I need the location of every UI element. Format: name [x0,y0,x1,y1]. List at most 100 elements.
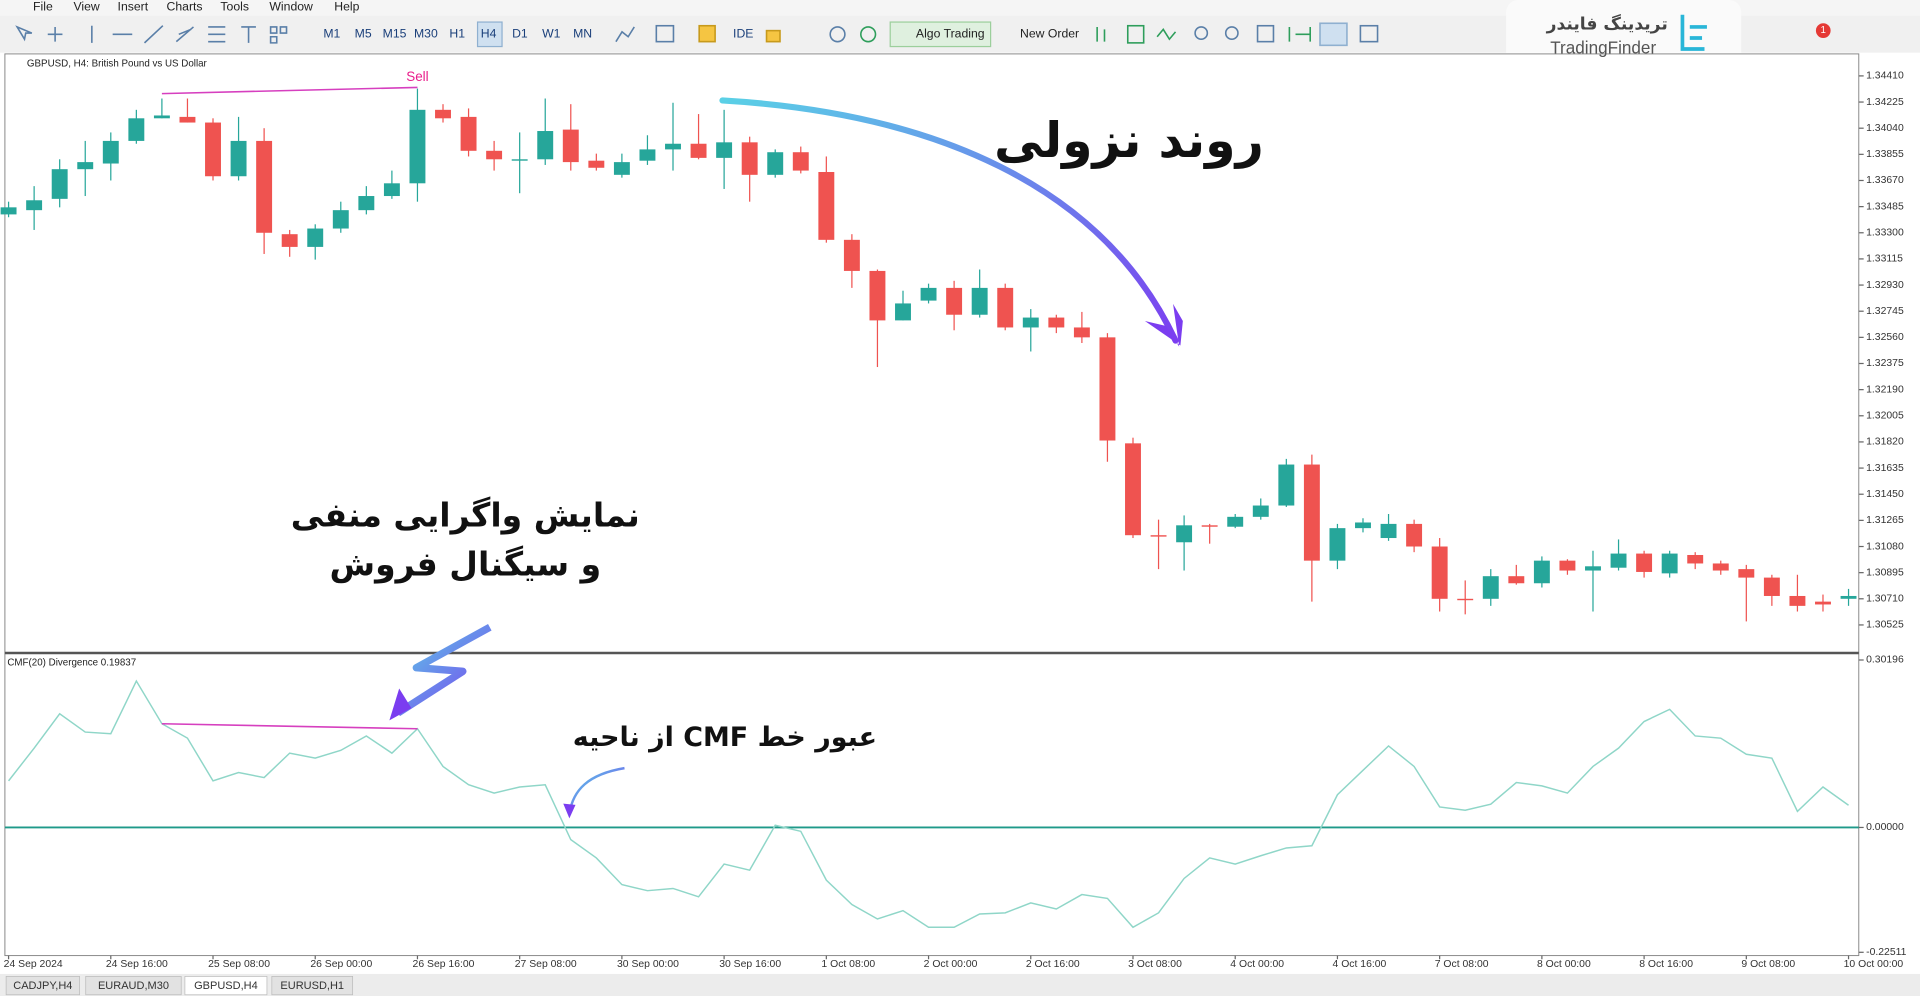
menu-item[interactable]: File [33,0,53,14]
y-tick-label: 1.32745 [1866,306,1904,317]
candle-body [665,143,681,150]
tab-bg [5,976,80,996]
trend-arrow [719,97,1179,344]
cmf-line [7,679,1849,929]
candle-body [843,239,860,271]
chart-tab[interactable]: EURAUD,M30 [98,980,169,992]
timeframe-button[interactable]: W1 [542,27,561,41]
y-tick-label: 1.32560 [1866,332,1904,343]
candle-body [1738,569,1755,578]
timeframe-button[interactable]: H1 [449,27,465,41]
candle-body [1329,528,1346,561]
chart-tab[interactable]: GBPUSD,H4 [194,980,258,992]
x-tick-label: 30 Sep 00:00 [617,959,679,970]
candle-body [1150,535,1167,537]
y-tick-label: 1.34225 [1866,97,1904,108]
candle-body [409,109,426,184]
candle-body [1508,576,1525,584]
candle-body [971,287,988,315]
candle-body [1610,553,1627,568]
menu-item[interactable]: Help [334,0,359,14]
candle-body [895,303,911,321]
candle-body [358,196,375,211]
candle-body [1559,560,1576,571]
y-tick-label: 1.31820 [1866,437,1904,448]
candle-body [1303,464,1320,561]
candle-body [869,270,886,321]
x-tick-label: 24 Sep 2024 [4,959,63,970]
annotation: نمایش واگرایی منفی [291,495,640,535]
menu-item[interactable]: Charts [167,0,203,14]
new-order-button[interactable]: New Order [1020,27,1079,41]
candle-body [281,234,298,247]
tab-bg [271,976,354,996]
candle-body [1687,554,1704,564]
x-tick-label: 4 Oct 00:00 [1230,959,1284,970]
candle-body [77,162,94,170]
menu-bar [0,0,1920,16]
chart-tab[interactable]: EURUSD,H1 [280,980,344,992]
x-tick-label: 25 Sep 08:00 [208,959,270,970]
x-tick-label: 8 Oct 16:00 [1639,959,1693,970]
x-tick-label: 9 Oct 08:00 [1741,959,1795,970]
menu-item[interactable]: Insert [118,0,149,14]
candle-body [383,183,400,197]
candle-body [639,149,656,161]
menu-item[interactable]: View [73,0,99,14]
candle-body [767,152,784,175]
y-tick-label: 1.31080 [1866,541,1904,552]
candle-body [792,152,809,171]
menu-item[interactable]: Tools [220,0,249,14]
trend-arrow-head [1144,303,1183,347]
y-tick-label: 0.00000 [1866,822,1904,833]
candle-body [1099,337,1116,441]
y-tick-label: 1.30525 [1866,620,1904,631]
candle-body [920,287,937,301]
ide-button[interactable]: IDE [733,27,753,41]
candle-body [0,207,17,215]
candle-body [1533,560,1550,584]
candle-body [1252,505,1269,517]
timeframe-button[interactable]: M1 [323,27,340,41]
tab-bg [85,976,182,996]
timeframe-button[interactable]: M30 [414,27,438,41]
candle-body [486,150,503,160]
y-tick-label: 1.31265 [1866,515,1904,526]
candle-body [1227,516,1244,527]
cross-arrow-head [563,803,576,819]
x-tick-label: 3 Oct 08:00 [1128,959,1182,970]
candle-body [1840,595,1857,599]
candle-body [1789,595,1806,606]
chart-frame [4,53,1860,957]
y-tick-label: 1.30710 [1866,594,1904,605]
timeframe-button[interactable]: H4 [481,27,497,41]
chart-title: GBPUSD, H4: British Pound vs US Dollar [27,58,208,69]
timeframe-button[interactable]: MN [573,27,592,41]
candle-body [332,210,349,229]
notification-count: 1 [1821,25,1826,36]
x-tick-label: 7 Oct 08:00 [1435,959,1489,970]
candle-body [230,140,247,177]
chart-tab[interactable]: CADJPY,H4 [13,980,72,992]
y-tick-label: 1.31635 [1866,463,1904,474]
tab-bg [184,976,268,996]
algo-trading-button[interactable]: Algo Trading [916,27,985,41]
timeframe-button[interactable]: M15 [383,27,407,41]
timeframe-button[interactable]: M5 [355,27,372,41]
candle-body [256,140,273,233]
menu-item[interactable]: Window [269,0,313,14]
x-tick-label: 2 Oct 16:00 [1026,959,1080,970]
candle-body [205,122,221,177]
candle-body [153,115,170,119]
y-tick-label: 1.34040 [1866,123,1904,134]
x-tick-label: 30 Sep 16:00 [719,959,781,970]
timeframe-button[interactable]: D1 [512,27,528,41]
candle-body [1457,598,1474,601]
logo-persian: تریدینگ فایندر [1546,13,1668,34]
candle-body [1636,553,1653,572]
candle-body [818,172,835,240]
candle-body [1763,577,1780,596]
candle-body [1278,464,1295,506]
